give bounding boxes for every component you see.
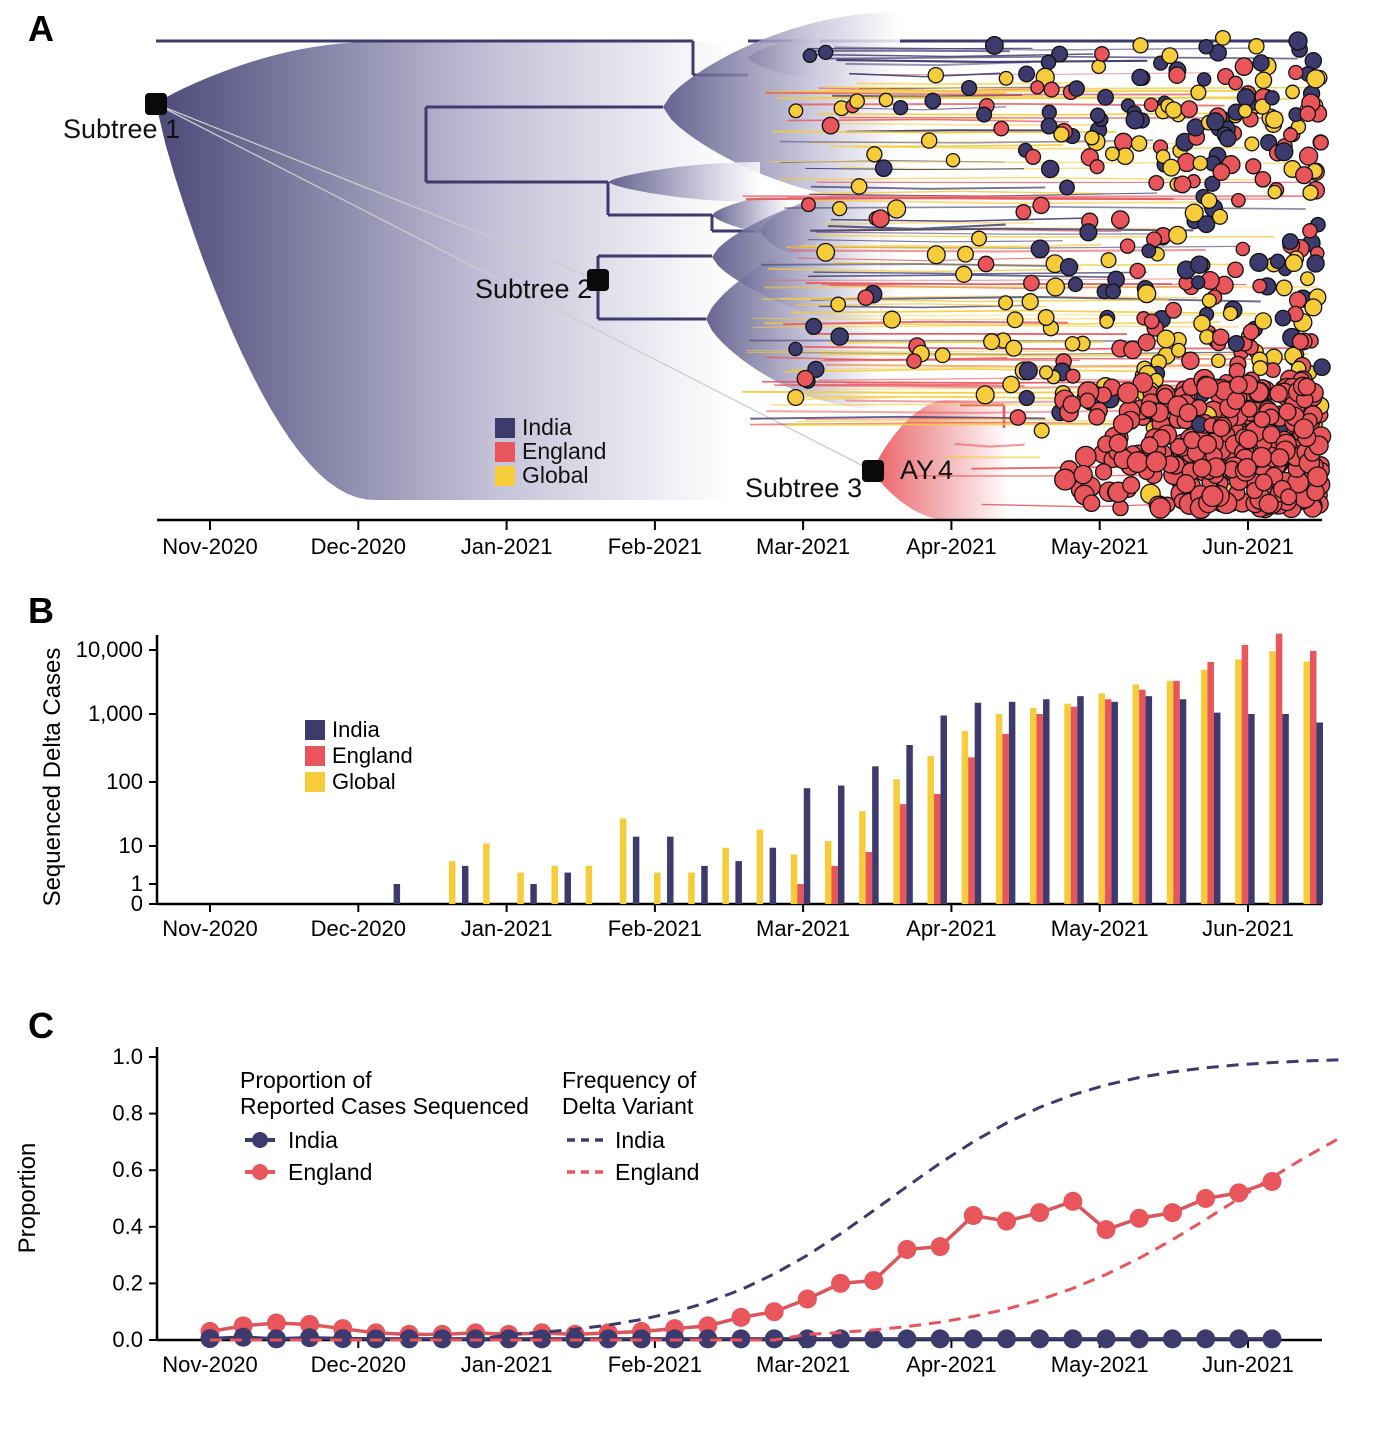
svg-text:Proportion of: Proportion of <box>240 1067 372 1093</box>
svg-text:Jun-2021: Jun-2021 <box>1202 916 1294 941</box>
svg-text:India: India <box>522 414 572 440</box>
svg-text:Proportion: Proportion <box>14 1143 41 1254</box>
svg-text:Nov-2020: Nov-2020 <box>162 916 257 941</box>
svg-text:Global: Global <box>522 462 588 488</box>
svg-text:India: India <box>288 1127 338 1153</box>
svg-text:Feb-2021: Feb-2021 <box>608 534 702 559</box>
svg-text:1.0: 1.0 <box>112 1044 143 1069</box>
svg-text:Jan-2021: Jan-2021 <box>461 1352 553 1377</box>
svg-text:Mar-2021: Mar-2021 <box>756 534 850 559</box>
svg-text:Jun-2021: Jun-2021 <box>1202 534 1294 559</box>
svg-text:Reported Cases Sequenced: Reported Cases Sequenced <box>240 1093 529 1119</box>
svg-text:1,000: 1,000 <box>88 701 143 726</box>
svg-text:Apr-2021: Apr-2021 <box>906 916 997 941</box>
svg-text:England: England <box>332 743 413 768</box>
svg-text:India: India <box>332 717 380 742</box>
svg-text:Sequenced Delta Cases: Sequenced Delta Cases <box>39 648 66 907</box>
svg-text:Nov-2020: Nov-2020 <box>162 1352 257 1377</box>
svg-text:England: England <box>522 438 606 464</box>
svg-text:May-2021: May-2021 <box>1051 1352 1149 1377</box>
svg-text:Mar-2021: Mar-2021 <box>756 1352 850 1377</box>
svg-text:Dec-2020: Dec-2020 <box>311 916 406 941</box>
svg-text:May-2021: May-2021 <box>1051 916 1149 941</box>
svg-text:0.8: 0.8 <box>112 1101 143 1126</box>
svg-text:10,000: 10,000 <box>76 637 143 662</box>
svg-text:Nov-2020: Nov-2020 <box>162 534 257 559</box>
svg-text:Jan-2021: Jan-2021 <box>461 916 553 941</box>
svg-text:Frequency of: Frequency of <box>562 1067 697 1093</box>
svg-text:Global: Global <box>332 769 396 794</box>
svg-text:Subtree 3: Subtree 3 <box>745 473 862 503</box>
svg-text:Mar-2021: Mar-2021 <box>756 916 850 941</box>
svg-text:AY.4: AY.4 <box>900 455 953 485</box>
svg-text:Jan-2021: Jan-2021 <box>461 534 553 559</box>
svg-text:Dec-2020: Dec-2020 <box>311 534 406 559</box>
svg-text:Delta Variant: Delta Variant <box>562 1093 694 1119</box>
svg-text:100: 100 <box>106 769 143 794</box>
svg-text:Dec-2020: Dec-2020 <box>311 1352 406 1377</box>
svg-text:0.0: 0.0 <box>112 1327 143 1352</box>
svg-text:May-2021: May-2021 <box>1051 534 1149 559</box>
svg-text:Subtree 1: Subtree 1 <box>63 114 180 144</box>
svg-text:Jun-2021: Jun-2021 <box>1202 1352 1294 1377</box>
svg-text:Feb-2021: Feb-2021 <box>608 1352 702 1377</box>
svg-text:0.4: 0.4 <box>112 1214 143 1239</box>
svg-text:England: England <box>288 1159 372 1185</box>
svg-text:India: India <box>615 1127 665 1153</box>
svg-text:Subtree 2: Subtree 2 <box>475 274 592 304</box>
svg-text:10: 10 <box>119 833 143 858</box>
svg-text:Feb-2021: Feb-2021 <box>608 916 702 941</box>
svg-text:Apr-2021: Apr-2021 <box>906 534 997 559</box>
svg-text:0.6: 0.6 <box>112 1157 143 1182</box>
svg-text:0.2: 0.2 <box>112 1270 143 1295</box>
svg-text:England: England <box>615 1159 699 1185</box>
svg-text:Apr-2021: Apr-2021 <box>906 1352 997 1377</box>
svg-text:1: 1 <box>131 871 143 896</box>
